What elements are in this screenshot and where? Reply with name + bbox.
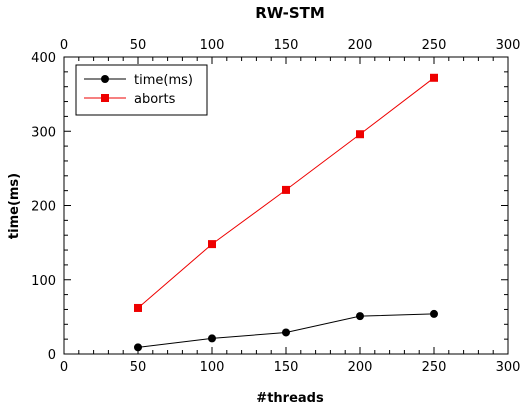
data-point (282, 328, 290, 337)
series-1 (134, 309, 438, 352)
data-point (430, 73, 438, 82)
chart-title: RW-STM (255, 4, 325, 22)
y-tick-label: 400 (31, 51, 56, 66)
data-point (356, 312, 364, 321)
legend-marker (101, 75, 109, 83)
series-2 (134, 73, 438, 312)
x-tick-label: 300 (496, 360, 521, 375)
y-tick-label: 0 (48, 348, 56, 363)
y-tick-label: 100 (31, 274, 56, 289)
x-tick-label: 0 (60, 360, 68, 375)
y-tick-label: 200 (31, 200, 56, 215)
y-tick-label: 300 (31, 125, 56, 140)
x-tick-label-top: 50 (130, 38, 147, 53)
legend-label: time(ms) (134, 73, 193, 88)
x-tick-label: 100 (200, 360, 225, 375)
x-tick-label: 200 (348, 360, 373, 375)
legend-item: time(ms) (84, 73, 193, 88)
x-tick-label: 150 (274, 360, 299, 375)
data-point (356, 130, 364, 139)
legend-box (75, 64, 208, 116)
data-point (134, 343, 142, 352)
legend-marker (101, 94, 109, 102)
x-tick-label-top: 300 (496, 38, 521, 53)
x-tick-label-top: 250 (422, 38, 447, 53)
series-layer (134, 73, 438, 352)
x-tick-label-top: 0 (60, 38, 68, 53)
data-point (282, 185, 290, 194)
legend-item: aborts (84, 92, 176, 107)
legend: time(ms) aborts (75, 64, 208, 116)
x-tick-label: 50 (130, 360, 147, 375)
x-tick-label-top: 150 (274, 38, 299, 53)
data-point (134, 303, 142, 312)
x-tick-label: 250 (422, 360, 447, 375)
x-axis-label: #threads (256, 391, 324, 406)
data-point (208, 334, 216, 343)
plot-axes: 0050501001001501502002002502503003000100… (31, 38, 520, 375)
x-tick-label-top: 200 (348, 38, 373, 53)
x-tick-label-top: 100 (200, 38, 225, 53)
data-point (430, 309, 438, 318)
legend-label: aborts (134, 92, 176, 107)
y-axis-label: time(ms) (7, 173, 22, 239)
data-point (208, 240, 216, 249)
